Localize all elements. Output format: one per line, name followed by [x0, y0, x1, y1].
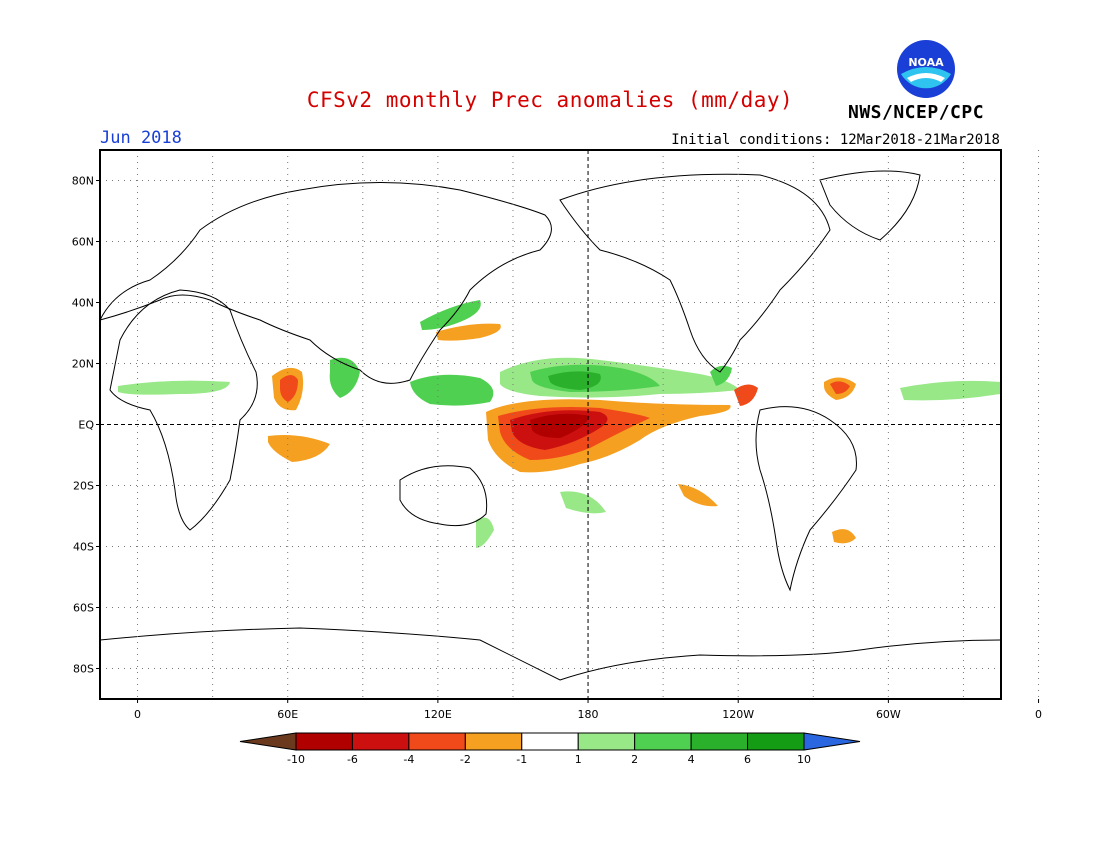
- colorbar-bin-5: [577, 732, 636, 751]
- colorbar-label: -2: [460, 753, 471, 766]
- anomaly-wet-west-pacific: [410, 374, 494, 406]
- anomaly-dry-core-3: [530, 413, 590, 438]
- anomaly-wet-africa: [118, 380, 230, 395]
- agency-label: NWS/NCEP/CPC: [848, 102, 985, 123]
- longitude-labels: 0 60E 120E 180 120W 60W 0: [134, 699, 1042, 721]
- lon-label-4: 120W: [722, 708, 754, 721]
- anomaly-wet-tasman: [476, 517, 494, 548]
- colorbar-label: 1: [575, 753, 582, 766]
- lat-label-40N: 40N: [72, 297, 94, 310]
- coastline-australia: [399, 465, 488, 527]
- anomaly-wet-atlantic-itcz: [900, 380, 1000, 401]
- anomaly-wet-east-asia: [420, 300, 481, 330]
- coastline-antarctica: [100, 627, 1001, 681]
- chart-title: CFSv2 monthly Prec anomalies (mm/day): [306, 88, 794, 112]
- anomaly-dry-south-atlantic: [832, 529, 856, 544]
- colorbar-arrow-low: [239, 732, 297, 751]
- colorbar-bin-0: [295, 732, 353, 751]
- colorbar-bin-3: [464, 732, 523, 751]
- grid-lines: [100, 150, 1040, 699]
- colorbar-bin-4: [521, 732, 579, 751]
- coastline-africa: [109, 289, 258, 531]
- colorbar-bin-1: [351, 732, 410, 751]
- colorbar-bin-6: [634, 732, 692, 751]
- lon-label-0: 0: [134, 708, 141, 721]
- colorbar-label: 10: [797, 753, 811, 766]
- anomaly-dry-arabian-core: [280, 375, 298, 402]
- colorbar-label: 4: [688, 753, 695, 766]
- colorbar-label: -10: [287, 753, 305, 766]
- lat-label-80N: 80N: [72, 175, 94, 188]
- coastlines: [100, 170, 1001, 681]
- lat-label-40S: 40S: [73, 541, 94, 554]
- anomaly-wet-caribbean: [710, 365, 732, 386]
- reference-lines: [100, 150, 1001, 699]
- colorbar-bin-8: [747, 732, 805, 751]
- lat-label-20N: 20N: [72, 358, 94, 371]
- colorbar: -10 -6 -4 -2 -1 1 2 4 6 10: [239, 732, 861, 766]
- colorbar-label: -1: [516, 753, 527, 766]
- coastline-greenland: [819, 170, 921, 241]
- coastline-north-america: [559, 173, 831, 373]
- initial-conditions: Initial conditions: 12Mar2018-21Mar2018: [671, 132, 1000, 148]
- logo-text: NOAA: [908, 56, 944, 69]
- anomaly-dry-south-pacific: [678, 484, 718, 507]
- anomaly-wet-south-pacific: [560, 491, 606, 514]
- anomaly-layer: [118, 300, 1000, 548]
- lon-label-1: 60E: [277, 708, 298, 721]
- anomaly-dry-north-pacific: [436, 323, 501, 341]
- lon-label-2: 120E: [424, 708, 452, 721]
- forecast-month: Jun 2018: [100, 128, 182, 148]
- lon-label-6: 0: [1035, 708, 1042, 721]
- coastline-south-america: [755, 406, 857, 592]
- anomaly-dry-indian-ocean-s: [268, 435, 330, 462]
- anomaly-dry-central-america: [734, 384, 758, 406]
- latitude-labels: 80N 60N 40N 20N EQ 20S 40S 60S 80S: [72, 175, 100, 676]
- colorbar-bin-7: [690, 732, 749, 751]
- coastline-europe-asia: [100, 182, 552, 384]
- lon-label-5: 60W: [876, 708, 901, 721]
- colorbar-arrow-high: [803, 732, 861, 751]
- colorbar-bin-2: [408, 732, 466, 751]
- lat-label-60N: 60N: [72, 236, 94, 249]
- anomaly-dry-atlantic-core: [830, 381, 850, 394]
- lat-label-60S: 60S: [73, 602, 94, 615]
- noaa-logo: NOAA: [897, 40, 955, 98]
- lat-label-EQ: EQ: [78, 419, 94, 432]
- colorbar-label: 6: [744, 753, 751, 766]
- colorbar-label: -4: [403, 753, 414, 766]
- colorbar-label: 2: [631, 753, 638, 766]
- lat-label-20S: 20S: [73, 480, 94, 493]
- lat-label-80S: 80S: [73, 663, 94, 676]
- colorbar-label: -6: [347, 753, 358, 766]
- lon-label-3: 180: [578, 708, 599, 721]
